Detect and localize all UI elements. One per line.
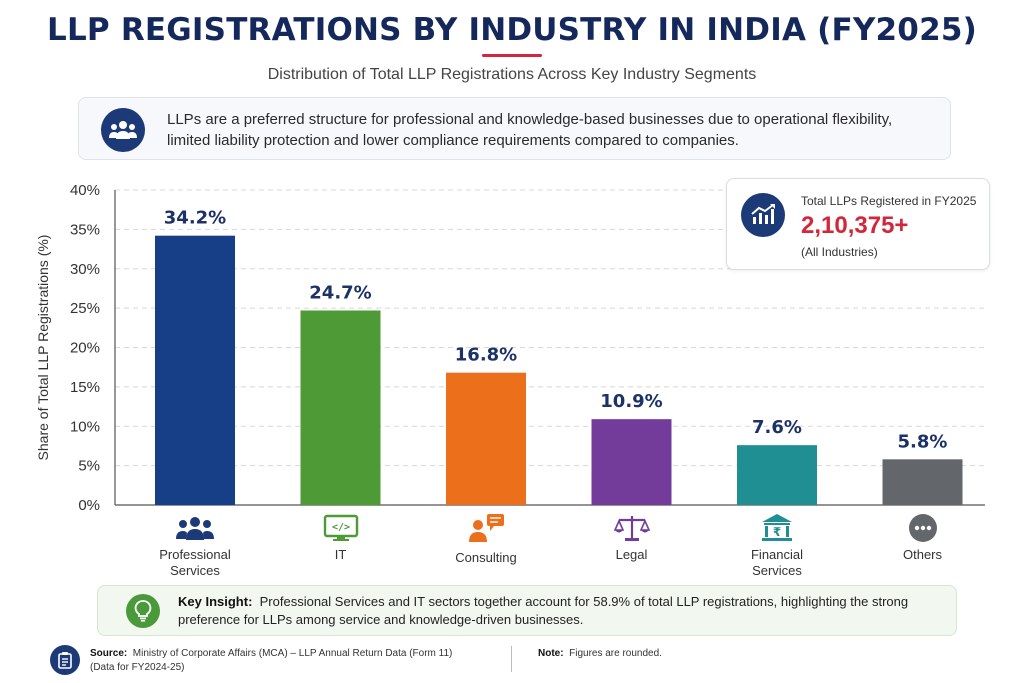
- y-tick-label: 15%: [70, 379, 100, 396]
- info-box: LLPs are a preferred structure for profe…: [78, 97, 951, 160]
- x-tick-label: Consulting: [416, 550, 556, 566]
- growth-chart-icon: [741, 193, 785, 237]
- x-tick-label: Financial Services: [707, 547, 847, 579]
- svg-text:₹: ₹: [773, 525, 781, 539]
- x-tick-label-line: Financial: [750, 547, 804, 562]
- source-line-2: (Data for FY2024-25): [90, 662, 185, 673]
- insight-body: Professional Services and IT sectors tog…: [178, 594, 909, 627]
- y-tick-label: 35%: [70, 221, 100, 238]
- x-tick-label-line: Legal: [615, 547, 648, 562]
- x-tick-label-line: Services: [170, 563, 220, 578]
- bar: [882, 459, 963, 505]
- x-tick-label-line: IT: [334, 547, 347, 562]
- source-text: Source: Ministry of Corporate Affairs (M…: [90, 647, 510, 675]
- y-tick-label: 25%: [70, 300, 100, 317]
- y-tick-label: 30%: [70, 261, 100, 278]
- x-tick-label-line: Consulting: [455, 550, 517, 565]
- lightbulb-icon: [126, 594, 160, 628]
- bar-chart: 0% 5% 10% 15% 20% 25% 30% 35% 40% Share of Total …: [35, 182, 985, 514]
- page-subtitle: Distribution of Total LLP Registrations …: [267, 66, 757, 83]
- note-text: Note: Figures are rounded.: [538, 647, 662, 661]
- bar: [300, 310, 381, 505]
- x-tick-label-line: Services: [752, 563, 802, 578]
- page-title: LLP REGISTRATIONS BY INDUSTRY IN INDIA (…: [47, 12, 977, 48]
- y-tick-label: 20%: [70, 340, 100, 357]
- title-underline: [482, 54, 542, 57]
- note-body: Figures are rounded.: [569, 648, 662, 659]
- x-tick-label-line: Professional: [159, 547, 231, 562]
- data-label: 16.8%: [455, 345, 517, 366]
- y-tick-label: 10%: [70, 418, 100, 435]
- bar: [155, 235, 235, 506]
- data-label: 24.7%: [309, 282, 371, 303]
- y-tick-label: 0%: [78, 497, 100, 514]
- scales-icon: [610, 513, 654, 543]
- data-label: 7.6%: [752, 417, 802, 438]
- bar: [737, 445, 817, 505]
- x-tick-label: IT: [271, 547, 411, 563]
- insight-text: Key Insight: Professional Services and I…: [178, 593, 948, 629]
- y-tick-label: 40%: [70, 182, 100, 199]
- bar: [446, 372, 526, 505]
- total-card: Total LLPs Registered in FY2025 2,10,375…: [726, 178, 990, 270]
- data-label: 34.2%: [164, 208, 226, 229]
- x-tick-label: Legal: [562, 547, 702, 563]
- total-sub: (All Industries): [801, 245, 878, 259]
- consultant-chat-icon: [464, 513, 508, 543]
- note-label: Note:: [538, 648, 564, 659]
- data-label: 10.9%: [600, 391, 662, 412]
- bank-rupee-icon: ₹: [755, 513, 799, 543]
- key-insight-box: Key Insight: Professional Services and I…: [97, 585, 957, 636]
- insight-label: Key Insight:: [178, 594, 253, 609]
- people-group-icon: [173, 513, 217, 543]
- clipboard-icon: [50, 645, 80, 675]
- total-label: Total LLPs Registered in FY2025: [801, 194, 977, 208]
- x-tick-label: Others: [853, 547, 993, 563]
- source-line-1: Ministry of Corporate Affairs (MCA) – LL…: [132, 648, 453, 659]
- total-value: 2,10,375+: [801, 212, 909, 239]
- bar: [591, 419, 672, 505]
- svg-text:</>: </>: [331, 522, 349, 533]
- data-label: 5.8%: [898, 431, 948, 452]
- footer-divider: [511, 646, 512, 672]
- x-tick-label: Professional Services: [125, 547, 265, 579]
- x-tick-label-line: Others: [902, 547, 942, 562]
- people-group-icon: [101, 108, 145, 152]
- code-monitor-icon: </>: [319, 513, 363, 543]
- source-label: Source:: [90, 648, 128, 659]
- y-axis-label: Share of Total LLP Registrations (%): [35, 235, 51, 461]
- more-dots-icon: [901, 513, 945, 543]
- y-tick-label: 5%: [78, 458, 100, 475]
- info-text: LLPs are a preferred structure for profe…: [167, 111, 893, 149]
